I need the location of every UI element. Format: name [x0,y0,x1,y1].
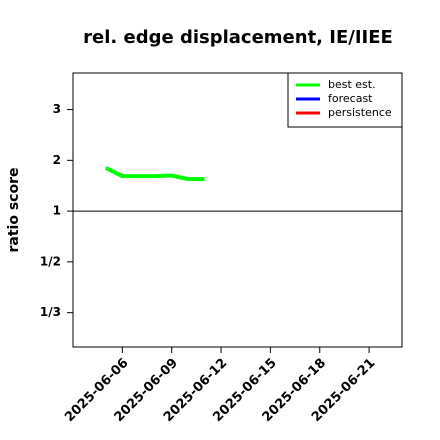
series-line [105,166,205,182]
y-tick-label: 1 [53,204,61,218]
y-tick-label: 1/3 [40,305,61,319]
y-tick-label: 1/2 [40,254,61,268]
y-axis-label: ratio score [6,168,22,253]
y-tick-label: 3 [53,102,61,116]
legend-label: best est. [328,78,376,91]
legend-label: forecast [328,92,373,105]
legend-label: persistence [328,106,392,119]
chart-title: rel. edge displacement, IE/IIEE [83,27,393,48]
y-tick-label: 2 [53,153,61,167]
plot-frame [72,72,403,348]
